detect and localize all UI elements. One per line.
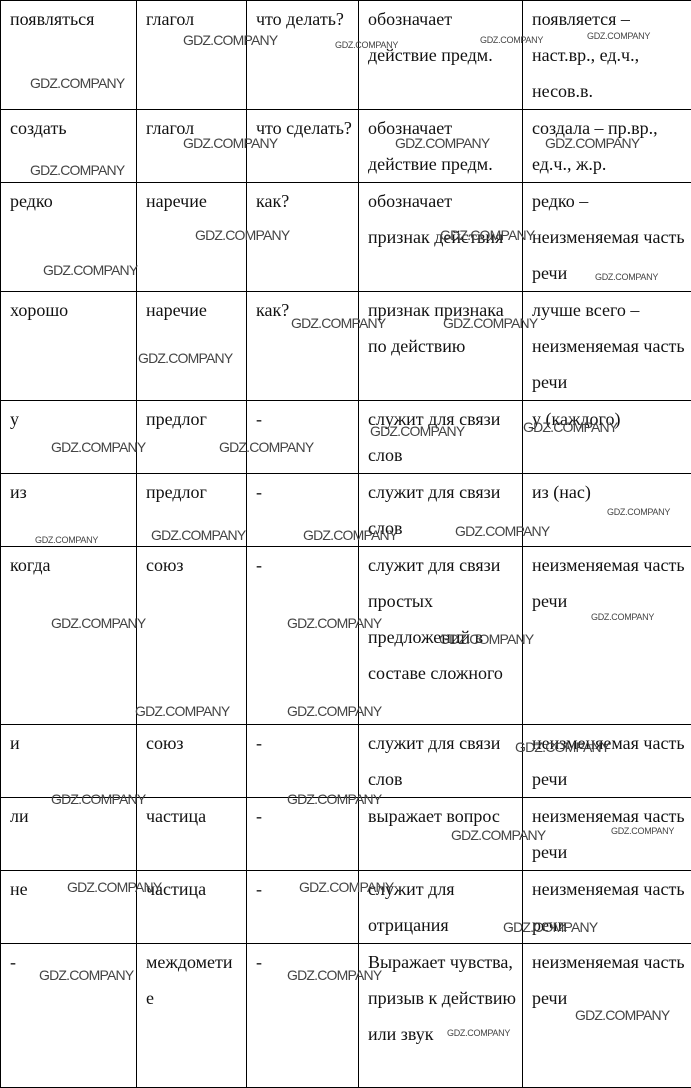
watermark: GDZ.COMPANY <box>30 75 124 91</box>
watermark: GDZ.COMPANY <box>370 423 464 439</box>
watermark: GDZ.COMPANY <box>607 507 670 517</box>
table-cell: - <box>247 944 359 1088</box>
watermark: GDZ.COMPANY <box>30 162 124 178</box>
watermark: GDZ.COMPANY <box>151 527 245 543</box>
table-cell: - <box>247 547 359 725</box>
table-cell: - <box>1 944 137 1088</box>
table-cell: союз <box>137 547 247 725</box>
table-cell: у <box>1 401 137 474</box>
watermark: GDZ.COMPANY <box>587 31 650 41</box>
table-cell: частица <box>137 798 247 871</box>
table-cell: - <box>247 798 359 871</box>
table-cell: обозначает действие предм. <box>359 1 523 110</box>
table-cell: признак признака по действию <box>359 292 523 401</box>
watermark: GDZ.COMPANY <box>287 615 381 631</box>
watermark: GDZ.COMPANY <box>299 879 393 895</box>
table-cell: предлог <box>137 401 247 474</box>
watermark: GDZ.COMPANY <box>303 527 397 543</box>
table-cell: Выражает чувства, призыв к действию или … <box>359 944 523 1088</box>
watermark: GDZ.COMPANY <box>395 135 489 151</box>
watermark: GDZ.COMPANY <box>575 1007 669 1023</box>
table-cell: когда <box>1 547 137 725</box>
watermark: GDZ.COMPANY <box>503 919 597 935</box>
table-cell: появляется – наст.вр., ед.ч., несов.в. <box>523 1 691 110</box>
watermark: GDZ.COMPANY <box>39 967 133 983</box>
watermark: GDZ.COMPANY <box>287 967 381 983</box>
table-cell: междометие <box>137 944 247 1088</box>
watermark: GDZ.COMPANY <box>35 535 98 545</box>
watermark: GDZ.COMPANY <box>335 40 398 50</box>
watermark: GDZ.COMPANY <box>440 227 534 243</box>
watermark: GDZ.COMPANY <box>443 315 537 331</box>
table-cell: у (каждого) <box>523 401 691 474</box>
watermark: GDZ.COMPANY <box>515 739 609 755</box>
watermark: GDZ.COMPANY <box>195 227 289 243</box>
table-cell: неизменяемая часть речи <box>523 547 691 725</box>
table-cell: как? <box>247 292 359 401</box>
watermark: GDZ.COMPANY <box>611 826 674 836</box>
watermark: GDZ.COMPANY <box>51 615 145 631</box>
watermark: GDZ.COMPANY <box>51 439 145 455</box>
watermark: GDZ.COMPANY <box>291 315 385 331</box>
table-cell: что делать? <box>247 1 359 110</box>
watermark: GDZ.COMPANY <box>135 703 229 719</box>
watermark: GDZ.COMPANY <box>591 612 654 622</box>
table-cell: - <box>247 725 359 798</box>
watermark: GDZ.COMPANY <box>219 439 313 455</box>
watermark: GDZ.COMPANY <box>545 135 639 151</box>
table-cell: неизменяемая часть речи <box>523 725 691 798</box>
table-cell: глагол <box>137 1 247 110</box>
table-cell: - <box>247 401 359 474</box>
watermark: GDZ.COMPANY <box>595 272 658 282</box>
watermark: GDZ.COMPANY <box>455 523 549 539</box>
watermark: GDZ.COMPANY <box>451 827 545 843</box>
table-cell: лучше всего – неизменяемая часть речи <box>523 292 691 401</box>
watermark: GDZ.COMPANY <box>138 350 232 366</box>
watermark: GDZ.COMPANY <box>287 791 381 807</box>
watermark: GDZ.COMPANY <box>447 1028 510 1038</box>
table-cell: хорошо <box>1 292 137 401</box>
table-cell: наречие <box>137 292 247 401</box>
table-cell: и <box>1 725 137 798</box>
watermark: GDZ.COMPANY <box>183 32 277 48</box>
table-cell: ли <box>1 798 137 871</box>
watermark: GDZ.COMPANY <box>439 631 533 647</box>
watermark: GDZ.COMPANY <box>183 135 277 151</box>
table-cell: служит для связи слов <box>359 725 523 798</box>
watermark: GDZ.COMPANY <box>67 879 161 895</box>
table-cell: союз <box>137 725 247 798</box>
watermark: GDZ.COMPANY <box>523 419 617 435</box>
watermark: GDZ.COMPANY <box>43 262 137 278</box>
watermark: GDZ.COMPANY <box>480 35 543 45</box>
watermark: GDZ.COMPANY <box>51 791 145 807</box>
watermark: GDZ.COMPANY <box>287 703 381 719</box>
table-cell: появляться <box>1 1 137 110</box>
